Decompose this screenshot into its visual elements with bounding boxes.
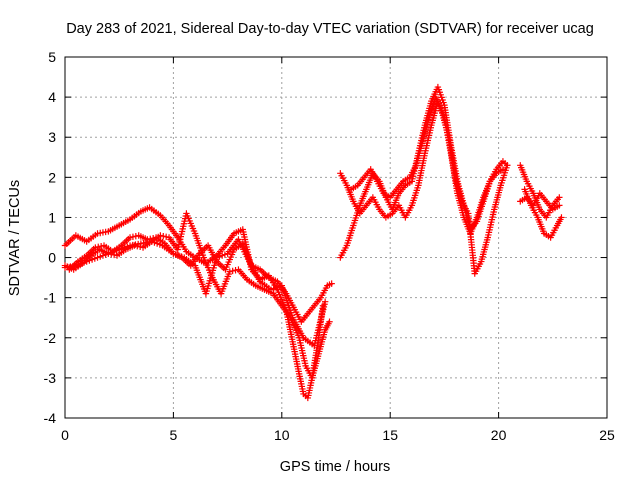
y-tick-label: -1 — [44, 290, 57, 306]
y-tick-label: 4 — [48, 89, 56, 105]
series-5 — [337, 83, 511, 261]
data-point — [126, 234, 134, 241]
y-tick-label: 1 — [48, 209, 56, 225]
y-tick-label: -4 — [44, 410, 57, 426]
data-point — [226, 268, 233, 275]
series-group — [61, 83, 565, 402]
data-point — [97, 242, 105, 250]
y-tick-label: 5 — [48, 49, 56, 65]
data-point — [326, 318, 333, 325]
data-point — [149, 234, 157, 242]
y-tick-label: -3 — [44, 370, 57, 386]
data-point — [556, 202, 563, 209]
data-point — [229, 267, 236, 275]
data-point — [558, 214, 565, 221]
chart-title: Day 283 of 2021, Sidereal Day-to-day VTE… — [66, 21, 594, 37]
x-tick-label: 5 — [170, 427, 178, 443]
y-axis-label: SDTVAR / TECUs — [7, 180, 23, 296]
series-7 — [347, 93, 511, 277]
x-tick-label: 20 — [491, 427, 507, 443]
series-2 — [61, 210, 333, 382]
series-10 — [521, 186, 565, 241]
x-tick-label: 0 — [61, 427, 69, 443]
x-tick-label: 15 — [382, 427, 398, 443]
y-tick-label: -2 — [44, 330, 57, 346]
axis-ticks: 0 5 10 15 20 25 -4 -3 -2 -1 0 1 2 3 4 5 — [44, 49, 615, 443]
data-point — [95, 243, 102, 251]
data-point — [328, 280, 335, 287]
y-tick-label: 3 — [48, 129, 56, 145]
data-point — [162, 233, 170, 241]
data-point — [232, 267, 239, 274]
data-point — [92, 244, 99, 251]
x-axis-label: GPS time / hours — [280, 459, 390, 475]
data-point — [556, 194, 563, 201]
x-tick-label: 10 — [274, 427, 290, 443]
y-tick-label: 0 — [48, 250, 56, 266]
grid — [65, 57, 607, 418]
data-point — [160, 232, 167, 240]
data-point — [504, 162, 511, 169]
series-4 — [61, 236, 329, 349]
plot-frame — [64, 56, 608, 419]
data-point — [129, 233, 137, 241]
data-point — [321, 298, 329, 305]
y-tick-label: 2 — [48, 169, 56, 185]
x-tick-label: 25 — [599, 427, 615, 443]
